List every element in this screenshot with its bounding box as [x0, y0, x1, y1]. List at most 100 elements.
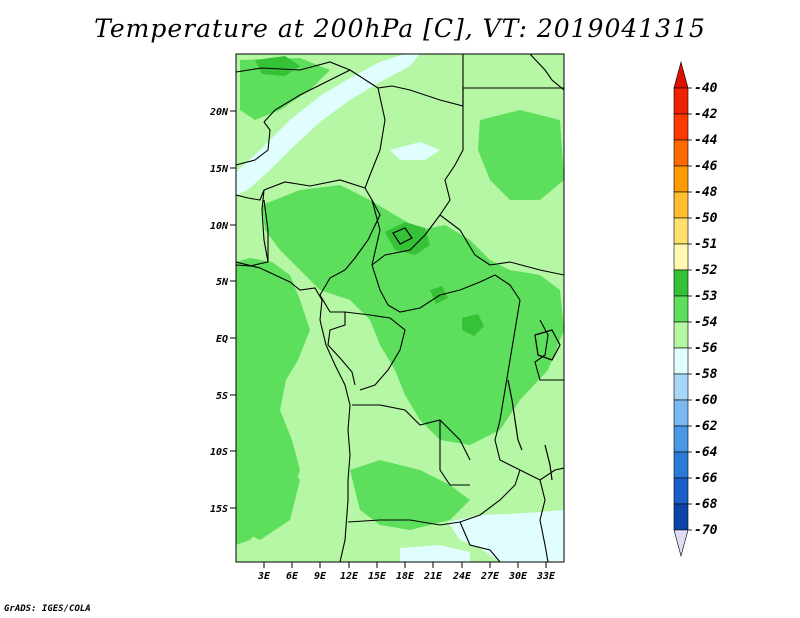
colorbar-label: -51 [694, 237, 717, 252]
lon-label-30e: 30E [508, 571, 528, 582]
lat-label-15n: 15N [210, 164, 229, 175]
lake-tanganyika [507, 379, 523, 451]
lat-label-10s: 10S [210, 447, 228, 458]
boundary-uganda-kenya [534, 319, 564, 381]
colorbar-box [673, 477, 689, 505]
boundary-sahara-west [236, 121, 271, 166]
colorbar-box [673, 503, 689, 531]
colorbar-box [673, 139, 689, 167]
colorbar-box [673, 165, 689, 193]
lake-victoria [534, 329, 561, 361]
colorbar-box [673, 399, 689, 427]
colorbar-box [673, 269, 689, 297]
colorbar-box [673, 321, 689, 349]
lake-malawi [544, 444, 553, 481]
boundary-car-drc [387, 274, 521, 313]
boundary-drc-angola [352, 404, 471, 461]
map-frame [235, 53, 565, 563]
lon-label-33e: 33E [536, 571, 556, 582]
colorbar-label: -44 [694, 133, 718, 148]
colorbar-box [673, 451, 689, 479]
colorbar-label: -42 [694, 107, 718, 122]
colorbar-label: -53 [694, 289, 718, 304]
grads-credit: GrADS: IGES/COLA [4, 604, 91, 614]
boundary-congo-drc [344, 311, 406, 391]
colorbar-label: -60 [694, 393, 718, 408]
colorbar-box [673, 295, 689, 323]
boundary-angola-zambia [439, 420, 470, 486]
colorbar-label: -68 [694, 497, 718, 512]
colorbar-box [673, 191, 689, 219]
coastline-red-sea [529, 54, 564, 91]
lon-label-15e: 15E [368, 571, 387, 582]
colorbar-box [673, 373, 689, 401]
lat-label-eq: EQ [216, 334, 228, 345]
boundary-angola-namibia [347, 519, 461, 526]
boundary-botswana [459, 521, 501, 562]
field-region-53-sw [240, 460, 300, 540]
boundary-tanzania-mozambique [519, 467, 564, 481]
boundary-chad-car [371, 214, 441, 266]
boundary-niger-nigeria [263, 179, 366, 191]
field-region-54-south [448, 510, 564, 562]
boundary-sudan-ss [489, 261, 564, 276]
field-region-54-sw [400, 545, 470, 562]
colorbar-label: -50 [694, 211, 718, 226]
colorbar-label: -56 [694, 341, 718, 356]
field-region-52-b [462, 314, 484, 336]
lat-label-5n: 5N [216, 277, 229, 288]
field-region-52-a [385, 222, 430, 255]
boundary-mozambique [539, 479, 549, 562]
colorbar-label: -66 [694, 471, 718, 486]
map-title: Temperature at 200hPa [C], VT: 201904131… [94, 14, 706, 43]
lon-label-12e: 12E [340, 571, 359, 582]
lat-label-5s: 5S [216, 391, 228, 402]
boundary-nigeria-cameroon [319, 187, 381, 296]
colorbar-label: -46 [694, 159, 718, 174]
boundary-gabon-congo [319, 294, 356, 386]
lakes [392, 227, 561, 481]
field-region-54-sahara-band [236, 54, 420, 196]
colorbar-label: -64 [694, 445, 718, 460]
colorbar-box [673, 217, 689, 245]
lon-label-18e: 18E [396, 571, 415, 582]
lon-label-21e: 21E [423, 571, 443, 582]
boundary-benin-togo [263, 199, 269, 262]
lon-label-9e: 9E [314, 571, 327, 582]
longitude-axis: 3E 6E 9E 12E 15E 18E 21E 24E 27E 30E 33E [257, 562, 556, 582]
field-region-53-south [350, 460, 470, 530]
temperature-field [236, 54, 564, 562]
boundary-niger-chad [364, 87, 386, 189]
latitude-axis: 20N 15N 10N 5N EQ 5S 10S 15S [209, 107, 236, 515]
coastline-guinea [236, 261, 351, 562]
colorbar-box [673, 87, 689, 115]
colorbar: -40 -42 -44 -46 -48 -50 -51 -52 -53 -54 -56 -58 -60 -… [673, 60, 718, 558]
lat-label-20n: 20N [209, 107, 229, 118]
colorbar-label: -48 [694, 185, 718, 200]
colorbar-box [673, 243, 689, 271]
boundary-cameroon-chad [371, 199, 389, 306]
lat-label-10n: 10N [210, 221, 229, 232]
lat-label-15s: 15S [210, 504, 228, 515]
lon-label-24e: 24E [452, 571, 472, 582]
lon-label-27e: 27E [480, 571, 500, 582]
colorbar-label: -40 [694, 81, 718, 96]
colorbar-top-arrow [673, 60, 689, 89]
boundary-zambia-zim [459, 469, 521, 523]
colorbar-box [673, 425, 689, 453]
colorbar-bottom-arrow [673, 529, 689, 558]
lon-label-3e: 3E [257, 571, 271, 582]
lake-chad [392, 227, 413, 245]
colorbar-box [673, 347, 689, 375]
boundary-algeria-niger [236, 61, 379, 89]
lon-label-6e: 6E [286, 571, 299, 582]
field-region-53-ne [478, 110, 564, 200]
country-boundaries [236, 54, 564, 562]
field-region-54-chad [390, 142, 440, 160]
colorbar-box [673, 113, 689, 141]
boundary-drc-east [494, 299, 521, 471]
colorbar-label: -54 [694, 315, 718, 330]
colorbar-label: -70 [694, 523, 718, 538]
boundary-mali-niger [263, 69, 351, 123]
